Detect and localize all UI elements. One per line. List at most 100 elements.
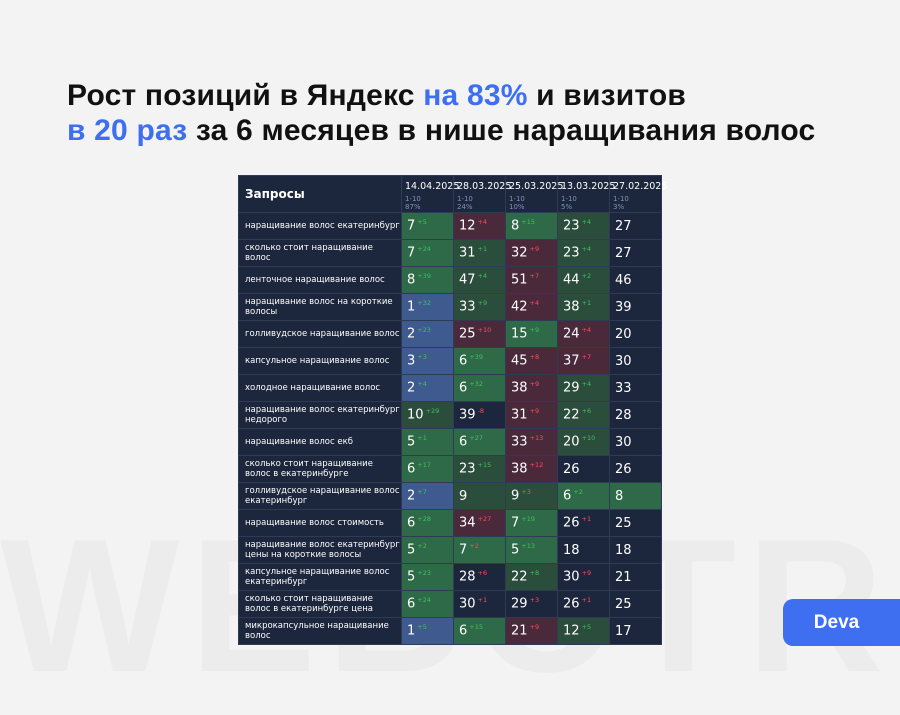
query-header: Запросы [238, 175, 402, 213]
position-value: 9 [511, 488, 520, 504]
query-label: голливудское наращивание волос [238, 320, 402, 348]
position-delta: +8 [529, 569, 540, 578]
position-value: 44 [563, 272, 580, 288]
position-delta: +1 [581, 596, 592, 605]
position-delta: +23 [417, 569, 431, 578]
position-delta: +9 [529, 380, 540, 389]
position-delta: +39 [417, 272, 431, 281]
date: 14.04.2025 [405, 181, 460, 192]
query-label: наращивание волос стоимость [238, 509, 402, 537]
table-row: холодное наращивание волос 2 +4 6 +32 38 +9 29 +… [238, 374, 662, 402]
position-delta: +28 [417, 515, 431, 524]
top10-percent: 5% [561, 203, 573, 211]
position-cell: 18 [557, 536, 610, 564]
position-value: 42 [511, 299, 528, 315]
position-cell: 12 +5 [557, 617, 610, 645]
date-column-header[interactable]: 28.03.2025 1-10 24% [453, 175, 511, 213]
position-value: 34 [459, 515, 476, 531]
position-cell: 38 +1 [557, 293, 610, 321]
position-cell: 2 +23 [401, 320, 454, 348]
position-value: 12 [459, 218, 476, 234]
position-value: 30 [615, 434, 632, 450]
table-row: наращивание волос на короткие волосы 1 +32… [238, 293, 662, 321]
position-value: 38 [563, 299, 580, 315]
position-value: 23 [563, 218, 580, 234]
position-cell: 23 +4 [557, 239, 610, 267]
position-delta: +9 [529, 407, 540, 416]
date-column-header[interactable]: 14.04.2025 1-10 87% [401, 175, 459, 213]
position-delta: +1 [477, 245, 488, 254]
position-value: 28 [459, 569, 476, 585]
position-cell: 2 +4 [401, 374, 454, 402]
position-value: 26 [563, 515, 580, 531]
position-cell: 5 +13 [505, 536, 558, 564]
position-delta: +2 [417, 542, 427, 551]
query-label: холодное наращивание волос [238, 374, 402, 402]
title-text: за 6 месяцев в нише наращивания волос [187, 114, 816, 147]
position-cell: 30 [609, 428, 662, 456]
position-cell: 22 +8 [505, 563, 558, 591]
position-value: 5 [511, 542, 520, 558]
date-column-header[interactable]: 13.03.2025 1-10 5% [557, 175, 615, 213]
position-cell: 26 +1 [557, 509, 610, 537]
position-delta: +15 [521, 218, 535, 227]
position-cell: 21 [609, 563, 662, 591]
position-cell: 26 [609, 455, 662, 483]
position-delta: +24 [417, 596, 431, 605]
position-value: 39 [615, 299, 632, 315]
table-row: капсульное наращивание волос екатеринбур… [238, 563, 662, 591]
position-value: 6 [459, 623, 468, 639]
position-delta: +5 [417, 218, 427, 227]
position-value: 9 [459, 488, 468, 504]
position-cell: 5 +1 [401, 428, 454, 456]
position-cell: 27 [609, 212, 662, 240]
position-delta: +12 [529, 461, 544, 470]
position-delta: +9 [529, 623, 540, 632]
position-value: 27 [615, 245, 632, 261]
position-value: 5 [407, 569, 416, 585]
position-value: 7 [407, 245, 416, 261]
position-cell: 45 +8 [505, 347, 558, 375]
position-value: 28 [615, 407, 632, 423]
position-value: 45 [511, 353, 528, 369]
date-column-header[interactable]: 25.03.2025 1-10 10% [505, 175, 563, 213]
position-cell: 39 [609, 293, 662, 321]
position-cell: 7 +5 [401, 212, 454, 240]
position-value: 37 [563, 353, 580, 369]
position-delta: +2 [573, 488, 583, 497]
query-label: сколько стоит наращивание волос в екатер… [238, 590, 402, 618]
position-value: 33 [511, 434, 528, 450]
position-value: 21 [511, 623, 528, 639]
position-delta: +9 [529, 326, 540, 335]
table-row: наращивание волос стоимость 6 +28 34 +27 7 +19… [238, 509, 662, 537]
position-cell: 26 +1 [557, 590, 610, 618]
position-delta: +2 [581, 272, 592, 281]
title-text: и визитов [527, 79, 687, 112]
position-value: 24 [563, 326, 580, 342]
position-cell: 38 +12 [505, 455, 558, 483]
deva-button[interactable]: Deva [783, 599, 900, 646]
position-value: 33 [459, 299, 476, 315]
position-value: 7 [459, 542, 468, 558]
position-value: 1 [407, 623, 416, 639]
date-column-header[interactable]: 27.02.2025 1-10 3% [609, 175, 667, 213]
position-value: 15 [511, 326, 528, 342]
position-delta: +27 [469, 434, 483, 443]
position-cell: 6 +15 [453, 617, 506, 645]
position-value: 39 [459, 407, 476, 423]
position-cell: 51 +7 [505, 266, 558, 294]
position-cell: 39 -8 [453, 401, 506, 429]
top10-percent: 10% [509, 203, 525, 211]
position-value: 46 [615, 272, 632, 288]
position-value: 1 [407, 299, 416, 315]
position-value: 23 [563, 245, 580, 261]
position-cell: 28 [609, 401, 662, 429]
title-text: Рост позиций в Яндекс [67, 79, 424, 112]
position-cell: 25 +10 [453, 320, 506, 348]
position-cell: 29 +4 [557, 374, 610, 402]
title-highlight: в 20 раз [67, 114, 188, 147]
position-value: 25 [615, 515, 632, 531]
position-delta: +4 [477, 272, 488, 281]
position-cell: 26 [557, 455, 610, 483]
position-cell: 5 +2 [401, 536, 454, 564]
